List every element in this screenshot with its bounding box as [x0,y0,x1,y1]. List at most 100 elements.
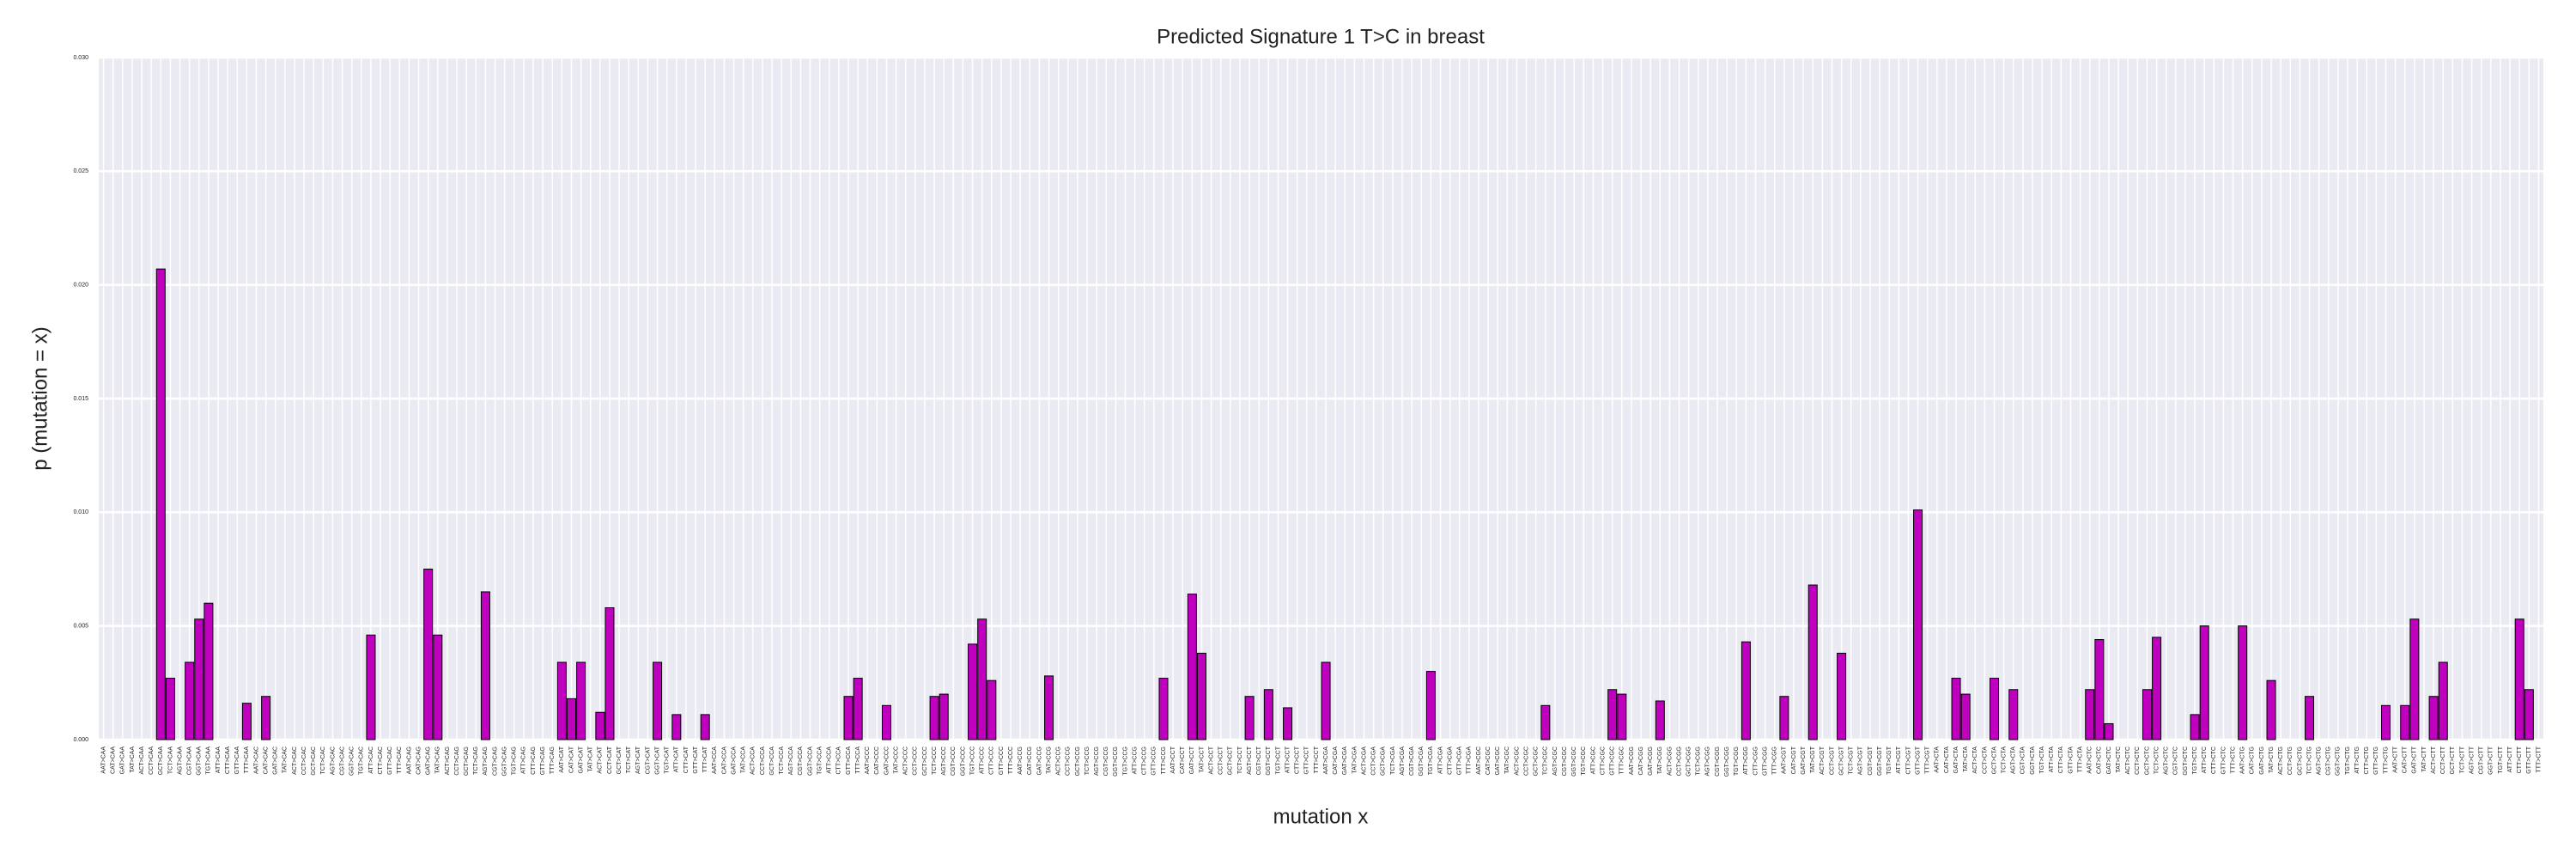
x-tick-label: CCT>CAC [301,746,307,775]
x-tick-label: CAT>CAA [111,746,117,774]
x-tick-label: TGT>CCT [1275,746,1281,774]
x-tick-label: CCT>CTG [2287,746,2293,775]
x-tick-label: GTT>CTA [2068,746,2074,774]
x-tick-label: TGT>CCA [817,746,823,775]
x-tick-label: CGT>CGC [1562,746,1568,776]
bar [2085,689,2095,740]
bar [241,703,252,740]
x-tick-label: TGT>CGG [1734,746,1740,776]
x-tick-label: AAT>CCA [712,746,718,774]
x-tick-label: TGT>CCG [1122,746,1128,776]
x-tick-label: TTT>CTC [2230,746,2236,773]
bar [1283,707,1293,740]
x-tick-label: GAT>CTA [1953,746,1959,774]
x-tick-label: TGT>CTG [2345,746,2351,775]
bar [204,602,214,740]
x-tick-label: CTT>CGT [1905,746,1911,774]
bar [2438,661,2448,740]
y-tick-label: 0.015 [73,396,88,402]
x-tick-label: TAT>CCG [1046,746,1052,774]
x-tick-label: TAT>CAA [130,746,136,773]
x-tick-label: GGT>CTC [2183,746,2189,776]
x-tick-label: CAT>CCG [1027,746,1033,775]
x-tick-label: GGT>CCG [1113,746,1119,777]
x-tick-label: ACT>CTA [1972,746,1978,774]
x-tick-label: GAT>CTG [2259,746,2265,775]
x-tick-label: TAT>CTA [1963,746,1969,772]
x-tick-label: ATT>CTA [2049,746,2055,773]
x-tick-label: CCT>CCC [913,746,919,776]
x-tick-label: CTT>CTA [2058,746,2064,774]
x-tick-label: TGT>CCC [969,746,975,775]
x-tick-label: TCT>CGT [1849,746,1855,774]
bar [939,693,949,740]
bar [987,679,997,740]
bar [1158,678,1169,740]
x-tick-label: CTT>CCT [1295,746,1301,774]
x-tick-label: CAT>CGT [1791,746,1797,774]
bar [423,569,434,740]
x-tick-label: TCT>CAT [626,746,632,773]
x-tick-label: CTT>CTT [2517,746,2523,773]
y-tick-label: 0.000 [73,737,88,743]
x-tick-label: TCT>CTC [2154,746,2160,774]
x-tick-label: AGT>CGC [1552,746,1558,776]
x-tick-label: CCT>CTC [2135,746,2141,775]
x-tick-label: CGT>CCA [798,746,804,776]
bar [700,714,710,740]
x-tick-label: GCT>CAA [158,746,164,776]
x-tick-label: GCT>CTG [2297,746,2303,776]
x-tick-label: CCT>CAT [607,746,613,774]
x-tick-label: ATT>CGG [1743,746,1749,775]
x-tick-label: GAT>CCA [731,746,737,775]
x-tick-label: ATT>CCG [1132,746,1138,774]
x-tick-label: TAT>CGG [1657,746,1663,774]
y-tick-label: 0.025 [73,168,88,174]
y-tick-label: 0.030 [73,55,88,61]
x-tick-label: GTT>CGT [1915,746,1921,775]
x-tick-label: TGT>CGT [1886,746,1893,775]
x-tick-label: TAT>CTG [2269,746,2275,773]
x-tick-label: CGT>CTA [2020,746,2026,775]
x-tick-label: AGT>CAC [330,746,336,775]
x-tick-label: GGT>CAT [654,746,660,774]
bar [653,661,663,740]
bar [2266,679,2276,740]
x-tick-label: CTT>CCC [989,746,995,775]
x-tick-label: CAT>CTG [2250,746,2256,774]
x-tick-label: TGT>CTA [2039,746,2045,774]
bar [2142,689,2152,740]
x-tick-label: GAT>CGC [1495,746,1501,776]
x-tick-label: GTT>CAG [540,746,546,775]
bar [566,698,576,740]
bar [853,678,863,740]
bar [1321,661,1331,740]
x-tick-label: GTT>CTT [2526,746,2532,773]
x-tick-label: TTT>CCG [1161,746,1167,774]
x-tick-label: TGT>CAG [512,746,518,775]
x-tick-label: CCT>CCT [1218,746,1224,775]
x-tick-label: AGT>CAT [635,746,641,774]
bar [2524,689,2534,740]
x-tick-label: TTT>CAT [702,746,708,772]
x-tick-label: CTT>CAA [225,746,231,774]
bar [185,661,195,740]
bar [1607,689,1618,740]
bar [2514,618,2524,740]
x-tick-label: AAT>CTT [2392,746,2398,773]
x-tick-label: CAT>CCA [721,746,727,775]
x-tick-label: GCT>CTT [2450,746,2456,774]
x-tick-label: ACT>CTT [2431,746,2437,773]
x-tick-label: GAT>CAG [426,746,432,775]
x-tick-label: ACT>CTG [2278,746,2284,775]
x-tick-label: ATT>CCA [827,746,833,774]
x-tick-label: AAT>CCG [1018,746,1024,775]
x-tick-label: GTT>CGC [1610,746,1616,776]
x-tick-label: AAT>CGA [1323,746,1329,775]
y-axis-label: p (mutation = x) [28,326,52,470]
x-tick-label: GGT>CCA [807,746,813,776]
chart-title: Predicted Signature 1 T>C in breast [1157,25,1485,48]
x-tick-label: GGT>CGG [1724,746,1730,777]
x-tick-label: TCT>CGC [1543,746,1549,775]
